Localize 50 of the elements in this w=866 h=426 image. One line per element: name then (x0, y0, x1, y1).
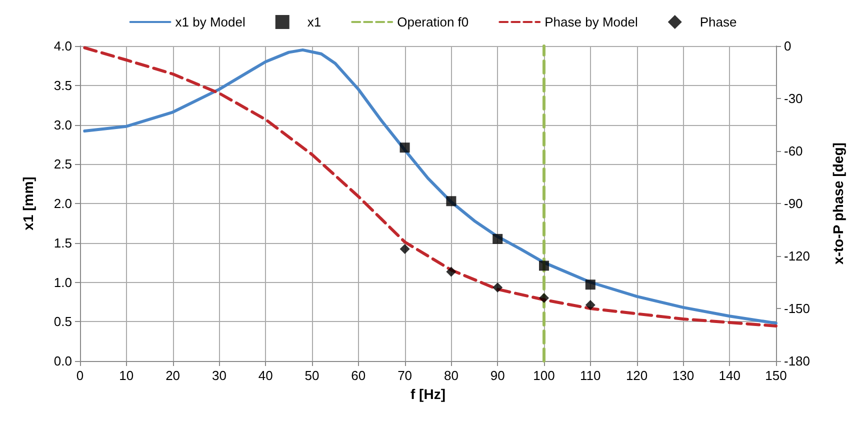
x-tick-label: 150 (765, 368, 787, 383)
x-tick-label: 120 (626, 368, 648, 383)
x-tick-label: 70 (398, 368, 412, 383)
x-tick-label: 50 (304, 368, 320, 383)
point (539, 260, 549, 271)
y-tick-label: 1.5 (54, 235, 72, 250)
x-axis-title: f [Hz] (410, 386, 446, 402)
point (400, 244, 410, 254)
x-tick-label: 80 (444, 368, 458, 383)
point (539, 293, 549, 303)
legend-label: Operation f0 (397, 14, 469, 30)
x-tick-label: 140 (718, 368, 740, 383)
y2-tick-label: -150 (784, 301, 810, 316)
y-tick-label: 2.0 (54, 196, 72, 211)
x-tick-label: 0 (76, 368, 84, 383)
legend-label: Phase by Model (544, 14, 638, 30)
point (446, 196, 456, 206)
y-tick-label: 3.5 (54, 78, 72, 93)
x-tick-label: 110 (580, 368, 601, 383)
y-tick-label: 2.5 (54, 156, 72, 172)
x-tick-label: 100 (533, 368, 555, 383)
point (446, 266, 456, 277)
y2-tick-label: -120 (784, 248, 810, 264)
point (492, 282, 503, 292)
x-tick-label: 130 (672, 368, 694, 383)
legend-label: x1 (307, 14, 322, 30)
x-tick-label: 10 (119, 368, 134, 383)
x-tick-label: 30 (212, 368, 226, 383)
y-tick-label: 4.0 (54, 38, 72, 54)
y2-axis-title: x-to-P phase [deg] (830, 142, 846, 264)
y2-tick-label: -180 (784, 354, 810, 368)
legend-label: x1 by Model (175, 14, 246, 30)
y-tick-label: 1.0 (54, 274, 72, 290)
point (492, 234, 503, 244)
x-tick-label: 60 (351, 368, 366, 383)
y2-tick-label: 0 (784, 38, 792, 54)
point (585, 300, 596, 310)
y-tick-label: 0.0 (54, 354, 72, 368)
x-tick-label: 90 (490, 368, 505, 383)
x-tick-label: 40 (258, 368, 273, 383)
y2-tick-label: -60 (784, 144, 803, 158)
y-tick-label: 0.5 (54, 314, 72, 330)
legend-label: Phase (700, 14, 737, 30)
y2-tick-label: -90 (784, 196, 803, 211)
point (585, 280, 596, 290)
y2-tick-label: -30 (784, 91, 803, 106)
y-tick-label: 3.0 (54, 117, 72, 132)
y-axis-title: x1 [mm] (20, 176, 36, 230)
x-tick-label: 20 (166, 368, 180, 383)
point (400, 142, 410, 153)
